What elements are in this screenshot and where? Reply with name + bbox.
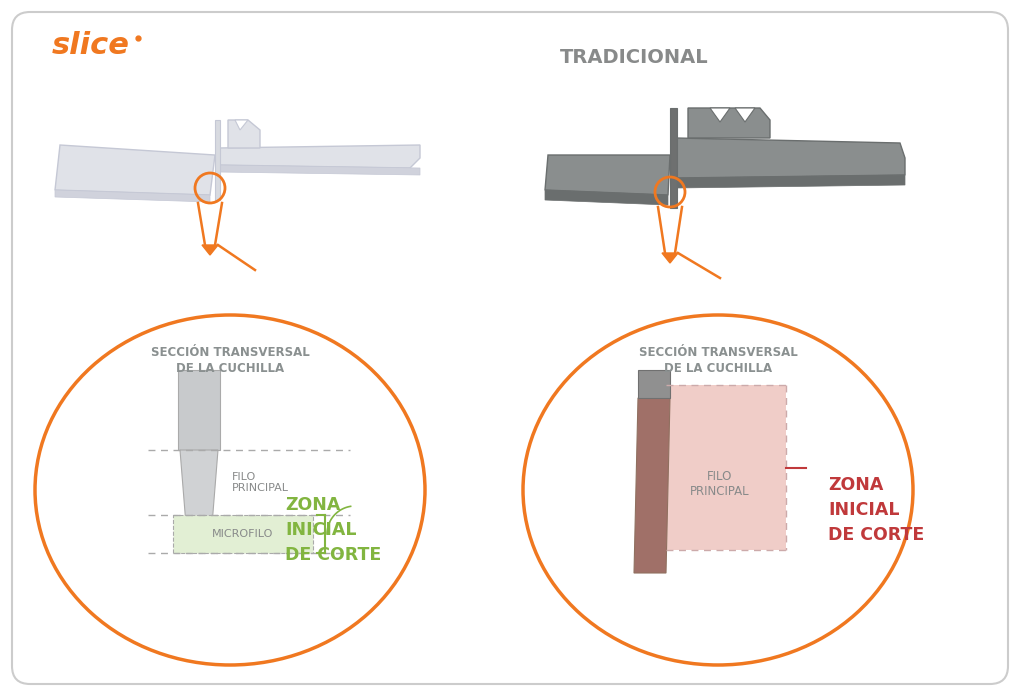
- Text: ZONA
INICIAL
DE CORTE: ZONA INICIAL DE CORTE: [284, 496, 381, 564]
- Polygon shape: [709, 108, 730, 122]
- Polygon shape: [228, 120, 260, 148]
- Bar: [215, 120, 220, 200]
- Polygon shape: [661, 253, 678, 263]
- Bar: [637, 370, 669, 398]
- Bar: [669, 108, 677, 208]
- Text: FILO
PRINCIPAL: FILO PRINCIPAL: [231, 472, 288, 493]
- Ellipse shape: [35, 315, 425, 665]
- Polygon shape: [735, 108, 754, 122]
- FancyBboxPatch shape: [12, 12, 1007, 684]
- Text: DE LA CUCHILLA: DE LA CUCHILLA: [175, 363, 283, 376]
- Polygon shape: [676, 138, 904, 178]
- Text: DE LA CUCHILLA: DE LA CUCHILLA: [663, 363, 771, 376]
- Polygon shape: [179, 450, 218, 550]
- Text: TRADICIONAL: TRADICIONAL: [559, 48, 708, 67]
- Bar: [178, 370, 220, 450]
- Polygon shape: [55, 190, 210, 202]
- Ellipse shape: [523, 315, 912, 665]
- Bar: [173, 515, 313, 553]
- Polygon shape: [218, 145, 420, 168]
- Polygon shape: [634, 398, 669, 573]
- Polygon shape: [218, 165, 420, 175]
- Text: ZONA
INICIAL
DE CORTE: ZONA INICIAL DE CORTE: [827, 476, 923, 544]
- Polygon shape: [676, 175, 904, 188]
- Text: slice: slice: [52, 31, 129, 59]
- Text: FILO
PRINCIPAL: FILO PRINCIPAL: [690, 470, 749, 498]
- Polygon shape: [688, 108, 769, 138]
- Polygon shape: [234, 120, 248, 130]
- Polygon shape: [202, 245, 218, 255]
- Polygon shape: [544, 190, 667, 205]
- Bar: [665, 385, 786, 550]
- Polygon shape: [55, 145, 215, 195]
- Polygon shape: [544, 155, 669, 195]
- Text: SECCIÓN TRANSVERSAL: SECCIÓN TRANSVERSAL: [151, 347, 309, 360]
- Text: SECCIÓN TRANSVERSAL: SECCIÓN TRANSVERSAL: [638, 347, 797, 360]
- Text: MICROFILO: MICROFILO: [212, 529, 273, 539]
